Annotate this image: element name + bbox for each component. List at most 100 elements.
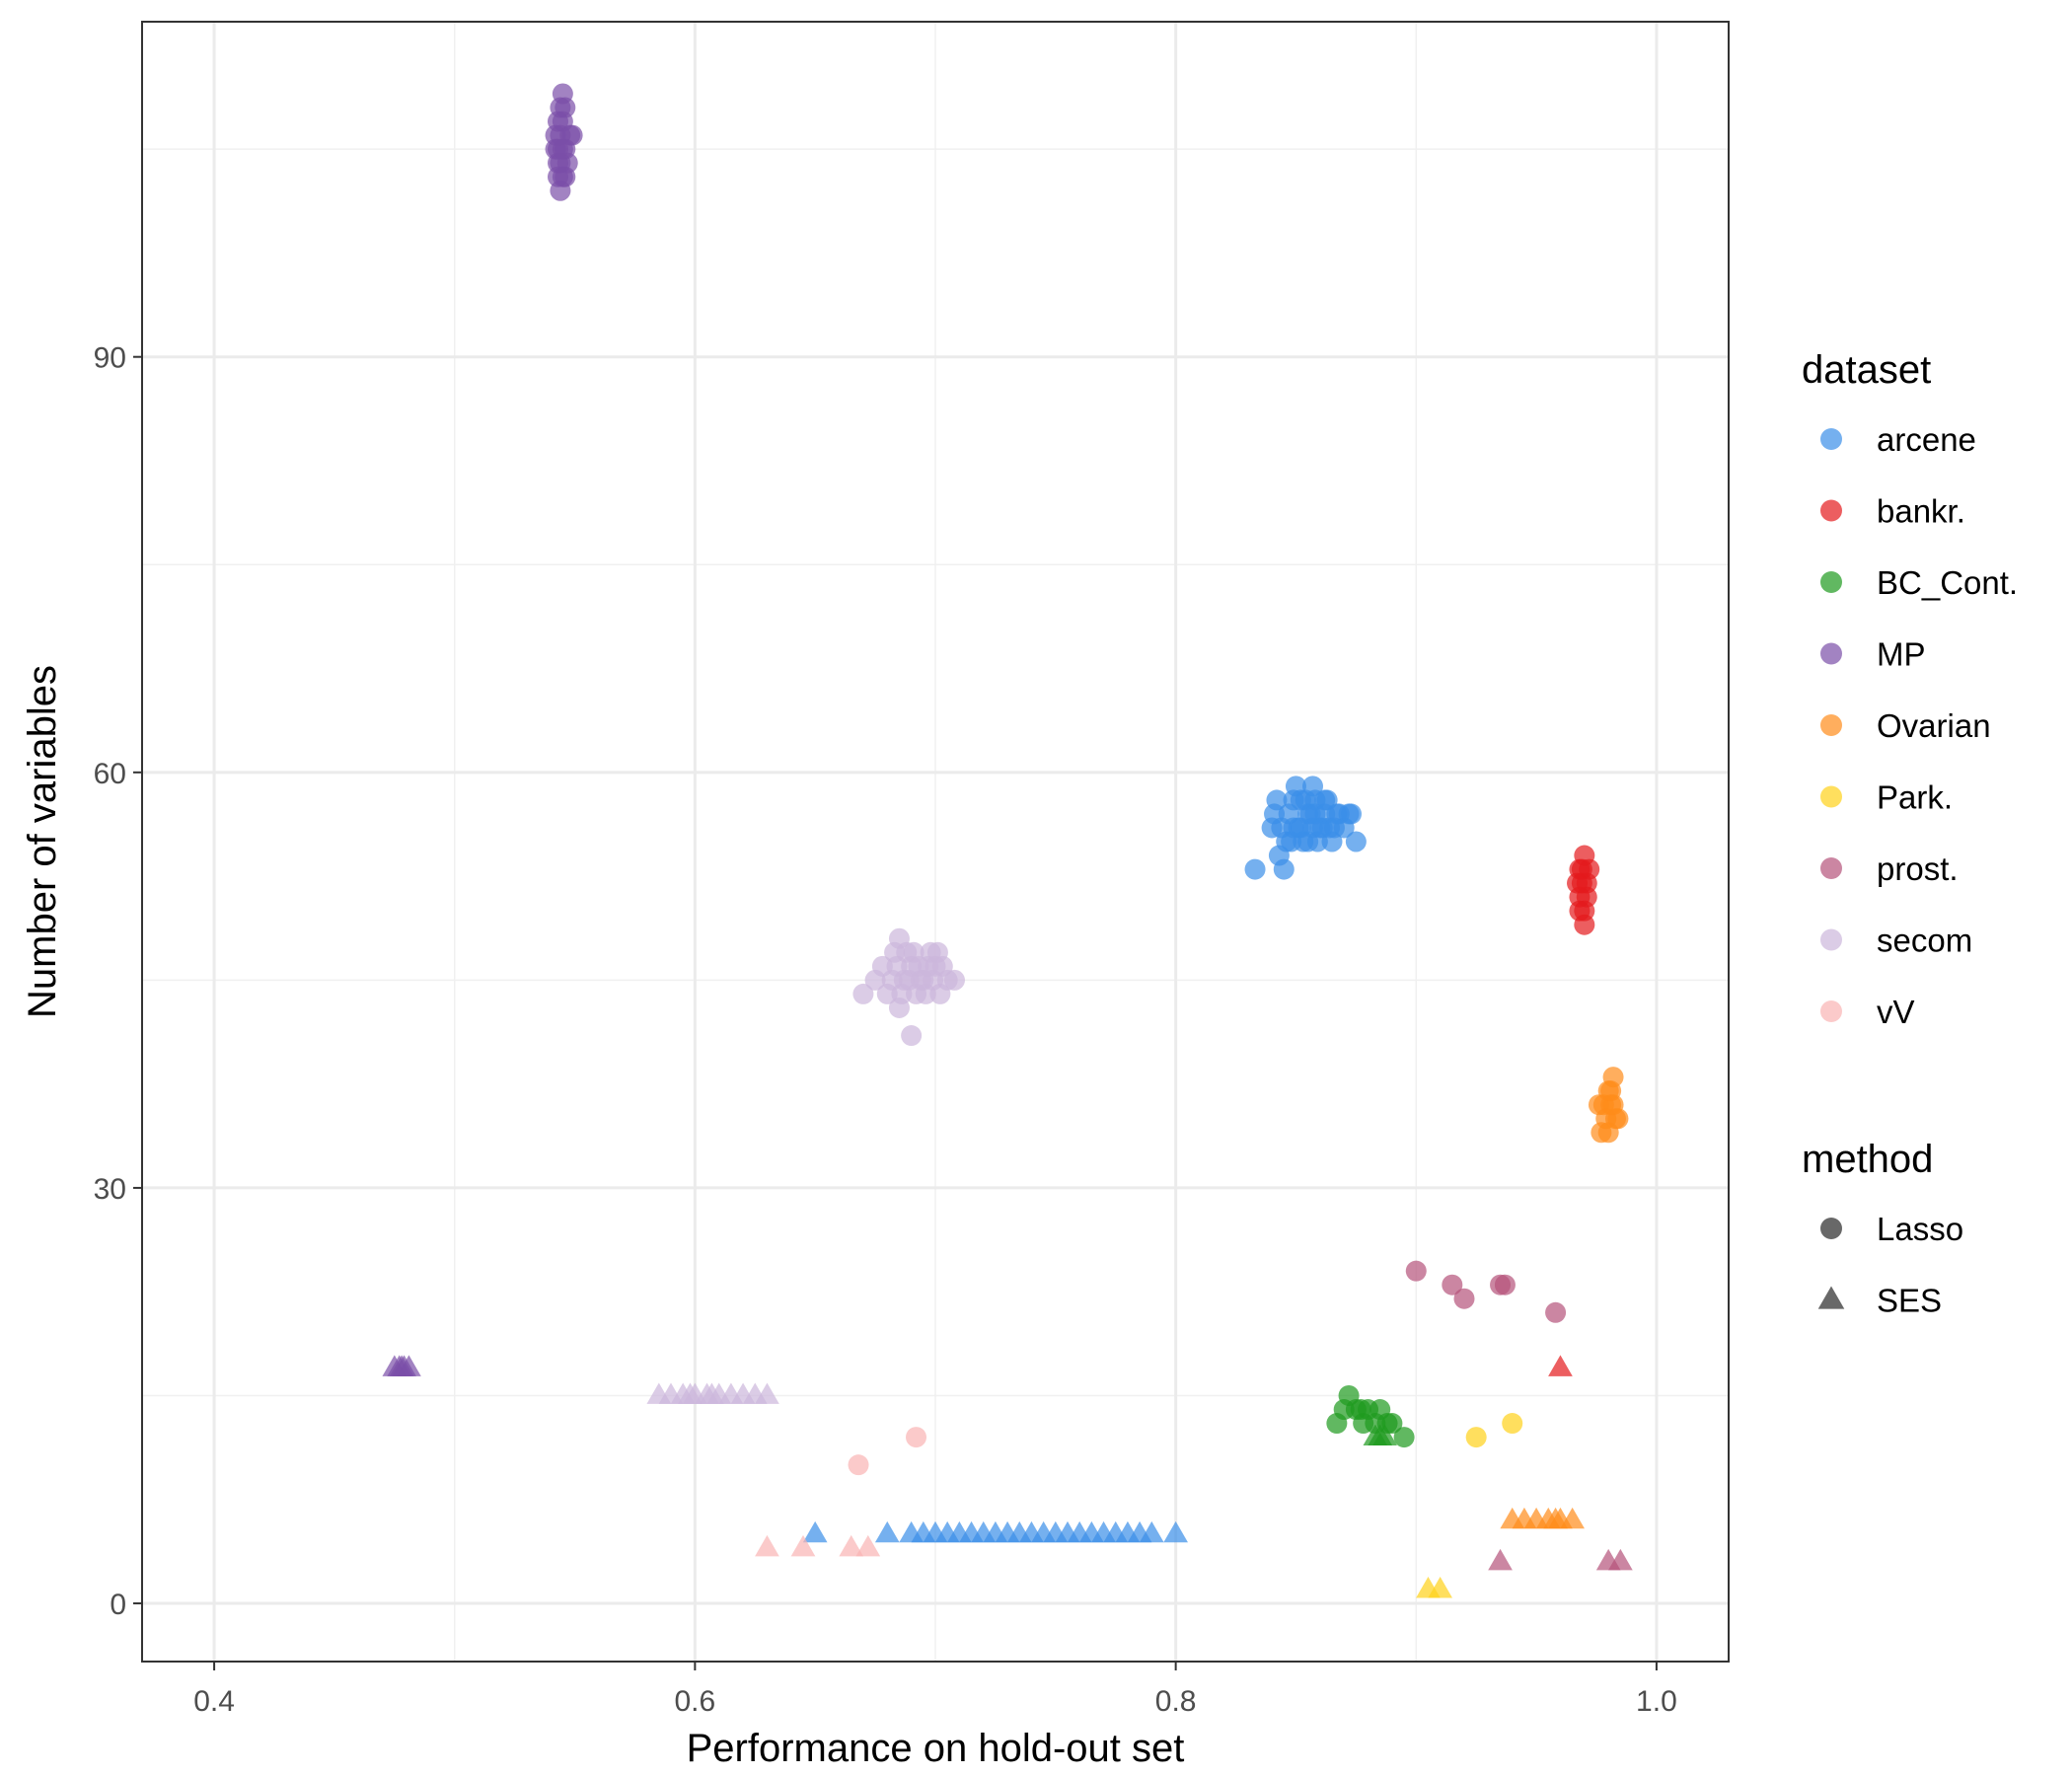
legend-label-dataset: bankr.: [1877, 493, 1965, 530]
legend-dataset-entries: arcene bankr. BC_Cont. MP Ovarian Park. prost.…: [1820, 421, 2018, 1030]
legend-label-method: SES: [1877, 1283, 1942, 1319]
legend: dataset arcene bankr. BC_Cont. MP Ovarian Par…: [1802, 348, 2018, 1319]
point-prost-ses: [1488, 1548, 1513, 1571]
legend-method-title: method: [1802, 1138, 1933, 1181]
point-secom-lasso: [926, 941, 948, 963]
point-bankr-lasso: [1567, 872, 1589, 894]
point-arcene-ses: [1163, 1520, 1188, 1543]
point-mp-lasso: [555, 97, 576, 118]
point-arcene-ses: [874, 1520, 900, 1543]
point-bankr-ses: [1548, 1355, 1573, 1376]
point-arcene-lasso: [1345, 831, 1367, 852]
point-ovarian-lasso: [1607, 1108, 1629, 1130]
point-secom-ses: [678, 1382, 703, 1404]
legend-label-dataset: prost.: [1877, 851, 1959, 887]
point-arcene-lasso: [1314, 789, 1336, 811]
x-tick-label: 0.8: [1155, 1685, 1197, 1718]
point-mp-lasso: [561, 124, 583, 146]
y-tick-label: 60: [94, 758, 126, 790]
point-arcene-lasso: [1273, 858, 1295, 880]
point-arcene-lasso: [1290, 789, 1311, 811]
point-ovarian-ses: [1543, 1507, 1568, 1529]
legend-label-dataset: secom: [1877, 923, 1972, 959]
point-prost-lasso: [1494, 1274, 1516, 1295]
legend-swatch-dataset: [1820, 571, 1842, 593]
legend-swatch-dataset: [1820, 714, 1842, 736]
point-mp-lasso: [545, 138, 566, 160]
point-park-ses: [1428, 1577, 1452, 1598]
point-park-lasso: [1502, 1413, 1523, 1435]
point-bc-cont-ses: [1372, 1424, 1397, 1446]
point-secom-ses: [755, 1382, 779, 1404]
legend-dataset-title: dataset: [1802, 348, 1931, 392]
point-arcene-lasso: [1283, 817, 1304, 839]
point-bankr-lasso: [1574, 900, 1595, 922]
legend-swatch-method: [1817, 1286, 1845, 1309]
point-bc-cont-lasso: [1350, 1399, 1371, 1421]
panel-border: [141, 21, 1730, 1663]
y-tick-label: 0: [110, 1589, 126, 1621]
point-secom-ses: [700, 1382, 724, 1404]
point-bc-cont-lasso: [1333, 1399, 1355, 1421]
point-vv-ses: [755, 1534, 779, 1557]
point-mp-lasso: [547, 166, 568, 187]
point-arcene-lasso: [1302, 776, 1324, 797]
point-bc-cont-lasso: [1393, 1427, 1415, 1448]
x-tick-label: 0.6: [675, 1685, 716, 1718]
y-tick-label: 30: [94, 1173, 126, 1206]
point-vv-ses: [855, 1534, 881, 1557]
legend-swatch-dataset: [1820, 1000, 1842, 1022]
point-prost-lasso: [1405, 1260, 1427, 1282]
legend-method-entries: Lasso SES: [1817, 1211, 1963, 1319]
point-arcene-lasso: [1297, 831, 1319, 852]
point-prost-lasso: [1545, 1301, 1567, 1323]
legend-swatch-dataset: [1820, 499, 1842, 522]
legend-label-dataset: Park.: [1877, 779, 1953, 816]
grid: [142, 22, 1729, 1662]
legend-label-dataset: Ovarian: [1877, 707, 1991, 744]
x-tick-label: 0.4: [193, 1685, 235, 1718]
point-secom-lasso: [903, 941, 925, 963]
point-vv-lasso: [906, 1427, 927, 1448]
point-secom-lasso: [943, 969, 965, 991]
point-prost-ses: [1608, 1548, 1633, 1571]
legend-label-method: Lasso: [1877, 1211, 1963, 1247]
legend-swatch-dataset: [1820, 785, 1842, 808]
point-arcene-ses: [802, 1520, 828, 1543]
point-arcene-ses: [1139, 1520, 1164, 1543]
y-axis-title: Number of variables: [21, 665, 64, 1018]
legend-swatch-method: [1820, 1218, 1842, 1239]
point-arcene-lasso: [1323, 817, 1345, 839]
point-vv-ses: [839, 1534, 864, 1557]
legend-swatch-dataset: [1820, 928, 1842, 951]
legend-label-dataset: MP: [1877, 636, 1926, 673]
y-tick-label: 90: [94, 342, 126, 375]
legend-swatch-dataset: [1820, 642, 1842, 665]
point-bankr-lasso: [1579, 858, 1600, 880]
point-prost-lasso: [1442, 1274, 1463, 1295]
point-prost-lasso: [1453, 1288, 1475, 1309]
x-tick-label: 1.0: [1636, 1685, 1677, 1718]
axis-ticks: 0.4 0.6 0.8 1.0 0 30 60 90: [94, 342, 1677, 1718]
point-ovarian-lasso: [1600, 1080, 1622, 1102]
point-secom-lasso: [901, 1025, 923, 1047]
point-secom-lasso: [898, 969, 920, 991]
data-points: [382, 83, 1633, 1598]
legend-swatch-dataset: [1820, 428, 1842, 450]
point-mp-ses: [392, 1355, 416, 1376]
point-secom-lasso: [852, 983, 874, 1004]
point-vv-ses: [790, 1534, 816, 1557]
point-arcene-lasso: [1244, 858, 1266, 880]
x-axis-title: Performance on hold-out set: [687, 1727, 1185, 1770]
point-park-lasso: [1465, 1427, 1487, 1448]
point-ovarian-lasso: [1588, 1094, 1609, 1116]
point-vv-lasso: [848, 1454, 869, 1476]
legend-label-dataset: BC_Cont.: [1877, 564, 2018, 601]
point-arcene-lasso: [1340, 803, 1362, 825]
point-secom-lasso: [886, 955, 908, 977]
point-ovarian-ses: [1560, 1507, 1585, 1529]
legend-swatch-dataset: [1820, 857, 1842, 879]
legend-label-dataset: vV: [1877, 994, 1915, 1030]
